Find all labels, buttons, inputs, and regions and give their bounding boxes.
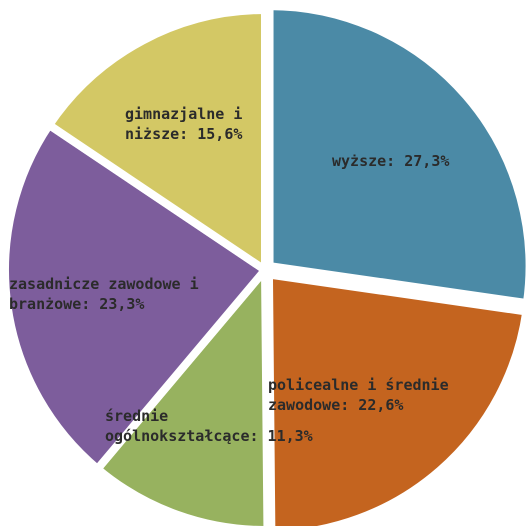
pie-slice-label-line: wyższe: 27,3% [332,152,449,170]
pie-slice [264,269,526,526]
pie-slice [91,259,272,526]
pie-labels: wyższe: 27,3% policealne i średnie zawodow… [9,105,449,445]
pie-slice-label-line: ogólnokształcące: 11,3% [105,427,313,445]
pie-slice-label-line: gimnazjalne i [125,105,242,123]
pie-slice-label: gimnazjalne i niższe: 15,6% [125,105,242,143]
pie-slice-label-line: zasadnicze zawodowe i [9,275,199,293]
pie-slice-label: zasadnicze zawodowe i branżowe: 23,3% [9,275,199,313]
pie-slice-label-line: branżowe: 23,3% [9,295,144,313]
pie-slice-label: średnie ogólnokształcące: 11,3% [105,407,313,445]
pie-slice-label-line: zawodowe: 22,6% [268,396,403,414]
pie-slice-label-line: policealne i średnie [268,376,449,394]
pie-slice-label: wyższe: 27,3% [332,152,449,170]
pie-slice [265,2,526,307]
pie-slice-label-line: średnie [105,407,168,425]
pie-slice [43,5,269,278]
pie-slice-label-line: niższe: 15,6% [125,125,242,143]
pie-slice [1,119,271,475]
pie-slice-label: policealne i średnie zawodowe: 22,6% [268,376,449,414]
